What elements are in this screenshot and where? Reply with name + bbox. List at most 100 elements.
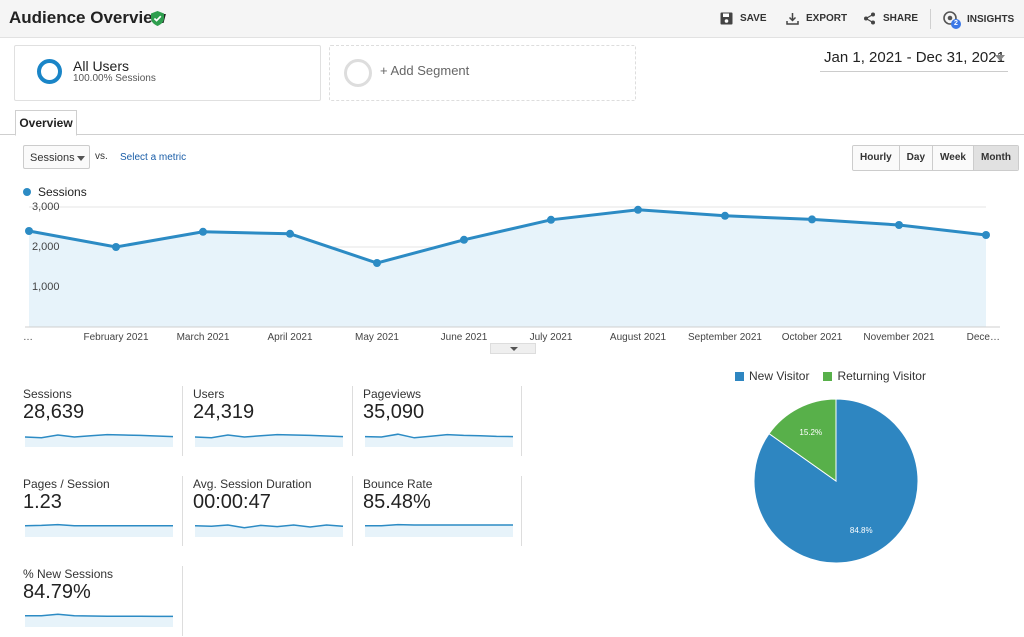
sparkline-line (194, 433, 344, 439)
export-label: EXPORT (806, 13, 848, 24)
sparkline-area (365, 524, 513, 537)
chart-expand-handle[interactable] (490, 343, 536, 354)
x-tick-label: August 2021 (610, 332, 667, 343)
sparkline-line (25, 613, 173, 618)
sessions-point[interactable] (373, 259, 381, 267)
week-button[interactable]: Week (933, 146, 974, 170)
metric-value: 1.23 (23, 491, 62, 513)
metric-value: 00:00:47 (193, 491, 271, 513)
metric-tile[interactable]: Sessions 28,639 (23, 387, 175, 457)
metric-sparkline (364, 433, 514, 447)
sessions-point[interactable] (721, 211, 729, 220)
sparkline-area (25, 614, 173, 627)
sparkline-line (24, 523, 173, 527)
page-title: Audience Overview (9, 8, 166, 27)
x-tick-label: June 2021 (441, 332, 488, 343)
sessions-point[interactable] (25, 227, 33, 235)
pie-slice[interactable] (768, 398, 837, 482)
metric-label: Bounce Rate (363, 477, 433, 491)
x-tick-label: May 2021 (355, 332, 399, 343)
sparkline-area (25, 524, 173, 537)
save-icon (720, 12, 733, 25)
metric-select[interactable]: Sessions (23, 145, 90, 169)
metric-sparkline (24, 433, 174, 447)
legend-new-visitor: New Visitor (735, 369, 809, 383)
metric-label: Pageviews (363, 387, 422, 401)
date-range-picker[interactable]: Jan 1, 2021 - Dec 31, 2021 (824, 49, 1005, 66)
sessions-point[interactable] (982, 231, 990, 239)
sessions-point[interactable] (112, 243, 120, 251)
select-metric-link[interactable]: Select a metric (120, 152, 187, 163)
metric-tile[interactable]: Bounce Rate 85.48% (363, 477, 515, 547)
metric-label: Pages / Session (23, 477, 110, 491)
pie-legend: New Visitor Returning Visitor (735, 369, 926, 383)
y-tick-label: 3,000 (32, 201, 60, 213)
metric-divider (182, 476, 183, 546)
metric-sparkline (24, 523, 173, 537)
metric-label: Sessions (23, 387, 72, 401)
y-tick-label: 1,000 (32, 281, 60, 293)
chevron-down-icon (510, 347, 518, 351)
metric-tile[interactable]: % New Sessions 84.79% (23, 567, 175, 637)
segment-name: All Users (73, 58, 130, 74)
sparkline-area (195, 434, 343, 447)
metric-tile[interactable]: Users 24,319 (193, 387, 345, 457)
x-tick-label: March 2021 (177, 332, 230, 343)
sessions-point[interactable] (286, 229, 294, 238)
x-tick-label: November 2021 (863, 332, 935, 343)
returning-visitor-swatch (823, 371, 833, 381)
date-range-underline (820, 71, 1008, 72)
metric-value: 84.79% (23, 581, 91, 603)
sparkline-line (364, 433, 514, 439)
x-tick-label: February 2021 (83, 332, 148, 343)
day-button[interactable]: Day (899, 146, 934, 170)
metric-tile[interactable]: Pages / Session 1.23 (23, 477, 175, 547)
time-granularity-group: Hourly Day Week Month (852, 145, 1019, 171)
sparkline-area (195, 525, 343, 537)
hourly-button[interactable]: Hourly (853, 146, 900, 170)
segment-ring-icon (37, 59, 62, 84)
metric-sparkline (365, 523, 513, 537)
sessions-legend-dot (23, 188, 31, 196)
sparkline-area (365, 434, 513, 447)
share-button[interactable]: SHARE (863, 12, 918, 25)
sessions-point[interactable] (199, 227, 207, 236)
metric-sparkline (194, 433, 344, 447)
tab-divider (0, 134, 1024, 135)
sessions-point[interactable] (547, 215, 555, 224)
new-visitor-swatch (735, 371, 744, 381)
visitor-pie-chart: 84.8% 15.2% (753, 398, 919, 564)
sessions-line (28, 208, 987, 265)
date-dropdown-caret-icon[interactable] (995, 55, 1005, 61)
sessions-point[interactable] (895, 221, 903, 229)
y-tick-label: 2,000 (32, 241, 60, 253)
segment-percent: 100.00% Sessions (73, 73, 156, 84)
metric-divider (182, 566, 183, 636)
metric-tile[interactable]: Avg. Session Duration 00:00:47 (193, 477, 345, 547)
save-button[interactable]: SAVE (720, 12, 767, 25)
sessions-point[interactable] (808, 215, 816, 224)
insights-button[interactable]: 2 INSIGHTS (942, 10, 1015, 29)
legend-returning-visitor-label: Returning Visitor (837, 369, 926, 383)
legend-new-visitor-label: New Visitor (749, 369, 810, 383)
toolbar-divider (930, 9, 931, 29)
segment-all-users[interactable]: All Users 100.00% Sessions (14, 45, 321, 101)
sparkline-line (365, 523, 513, 527)
month-button[interactable]: Month (973, 146, 1018, 170)
metric-value: 35,090 (363, 401, 425, 423)
add-segment-button[interactable]: + Add Segment (329, 45, 636, 101)
tab-overview[interactable]: Overview (15, 110, 77, 136)
sessions-legend-label: Sessions (38, 185, 87, 199)
sessions-point[interactable] (460, 235, 468, 244)
x-tick-label: September 2021 (688, 332, 762, 343)
sessions-line-chart: 1,000 2,000 3,000 … February 2021 March 2021 A… (23, 201, 1000, 343)
metric-divider (521, 476, 522, 546)
metric-tile[interactable]: Pageviews 35,090 (363, 387, 515, 457)
export-button[interactable]: EXPORT (786, 12, 847, 25)
x-tick-label: … (23, 332, 33, 343)
insights-badge: 2 (951, 19, 961, 29)
pie-slice-label: 84.8% (850, 526, 873, 535)
metric-divider (352, 386, 353, 456)
insights-label: INSIGHTS (967, 13, 1015, 25)
sessions-point[interactable] (634, 205, 642, 214)
